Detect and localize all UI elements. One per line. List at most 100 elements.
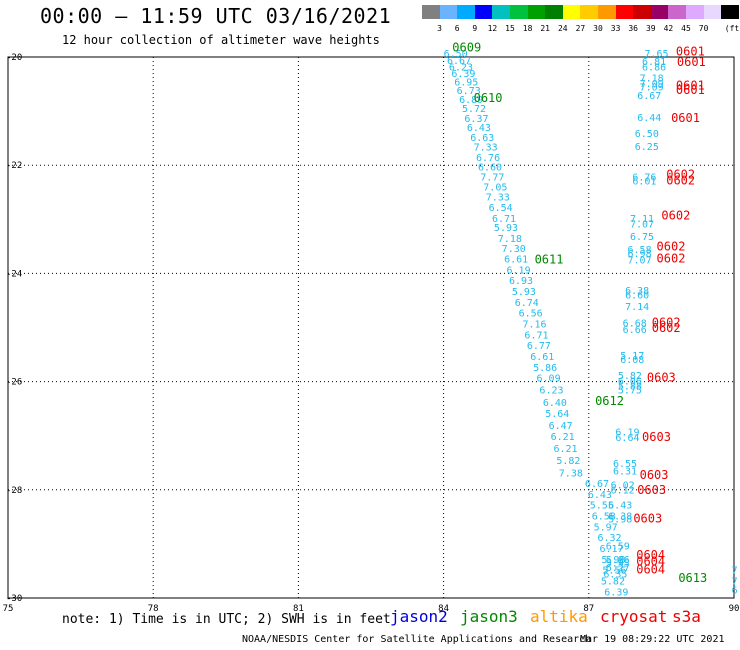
- wave-height-value: 6.98: [628, 249, 652, 260]
- wave-height-value: 6.50: [635, 129, 659, 140]
- wave-height-value: 6.50: [444, 49, 468, 60]
- pass-time-label: 0610: [474, 91, 503, 105]
- wave-height-value: 6.23: [539, 386, 563, 397]
- sat-label-cryosat: cryosat: [600, 607, 668, 626]
- sat-label-altika: altika: [530, 607, 588, 626]
- wave-height-value: 6.02: [611, 481, 635, 492]
- wave-height-value: 6.86: [642, 63, 666, 74]
- pass-time-label: 0601: [676, 83, 705, 97]
- pass-time-label: 0611: [535, 253, 564, 267]
- wave-height-value: 6.37: [464, 114, 488, 125]
- pass-time-label: 0601: [677, 55, 706, 69]
- wave-height-value: 6.43: [588, 490, 612, 501]
- wave-height-value: 6.63: [470, 133, 494, 144]
- x-tick-label: 81: [293, 604, 304, 614]
- wave-height-value: 7: [732, 576, 738, 587]
- wave-height-value: 6.17: [599, 544, 623, 555]
- wave-height-value: 7.05: [483, 183, 507, 194]
- scale-label: 33: [610, 24, 621, 33]
- wave-height-value: 6.67: [585, 479, 609, 490]
- x-tick-label: 87: [583, 604, 594, 614]
- scale-swatch: [598, 5, 616, 19]
- pass-time-label: 0609: [452, 41, 481, 55]
- wave-height-value: 6.74: [515, 298, 539, 309]
- wave-height-value: 7.11: [630, 214, 654, 225]
- wave-height-value: 6.19: [507, 265, 531, 276]
- scale-label: 36: [628, 24, 638, 33]
- wave-height-value: 7.65: [644, 49, 668, 60]
- scale-label: 18: [522, 24, 533, 33]
- wave-height-value: 6.38: [608, 512, 632, 523]
- scale-swatch: [545, 5, 563, 19]
- wave-height-value: 5.95: [606, 559, 630, 570]
- wave-height-value: 6.25: [635, 142, 659, 153]
- scale-swatch: [422, 5, 440, 19]
- pass-time-label: 0603: [647, 371, 676, 385]
- wave-height-value: 6.66: [623, 325, 647, 336]
- wave-height-value: 6.40: [543, 398, 567, 409]
- wave-height-value: 5.86: [606, 555, 630, 566]
- scale-swatch: [474, 5, 493, 19]
- sat-label-s3a: s3a: [672, 607, 701, 626]
- scale-label: 24: [557, 24, 568, 33]
- wave-height-value: 6.01: [632, 177, 656, 188]
- pass-time-label: 0601: [671, 111, 700, 125]
- scale-swatch: [633, 5, 651, 19]
- wave-height-value: 6.67: [447, 56, 471, 67]
- x-tick-label: 75: [3, 604, 14, 614]
- scale-swatch: [686, 5, 704, 19]
- scale-label: 21: [540, 24, 550, 33]
- scale-label: 45: [681, 24, 691, 33]
- pass-time-label: 0603: [642, 430, 671, 444]
- wave-height-value: 5.75: [618, 386, 642, 397]
- scale-swatch: [580, 5, 598, 19]
- wave-height-value: 6.95: [454, 78, 478, 89]
- wave-height-value: 7.30: [502, 244, 526, 255]
- pass-time-label: 0604: [636, 563, 665, 577]
- pass-time-label: 0602: [657, 240, 686, 254]
- scale-swatch: [668, 5, 686, 19]
- wave-height-value: 6.43: [608, 501, 632, 512]
- wave-height-value: 7.07: [628, 256, 652, 267]
- wave-height-value: 5.88: [618, 382, 642, 393]
- pass-time-label: 0602: [666, 168, 695, 182]
- pass-time-label: 0601: [676, 44, 705, 58]
- x-tick-label: 78: [148, 604, 159, 614]
- wave-height-value: 6.60: [478, 163, 502, 174]
- scale-unit: (ft): [724, 24, 740, 33]
- credit-line: NOAA/NESDIS Center for Satellite Applica…: [242, 634, 592, 645]
- wave-height-value: 5.93: [494, 223, 518, 234]
- wave-height-value: 6.21: [551, 432, 575, 443]
- wave-height-value: 5.97: [594, 522, 618, 533]
- pass-time-label: 0602: [652, 321, 681, 335]
- wave-height-value: 6.39: [451, 69, 475, 80]
- wave-height-value: 6.71: [492, 214, 516, 225]
- wave-height-value: 6.61: [530, 352, 554, 363]
- scale-label: 15: [505, 24, 515, 33]
- wave-height-value: 6.67: [637, 91, 661, 102]
- scale-label: 6: [454, 24, 460, 33]
- wave-height-value: 6.31: [613, 467, 637, 478]
- scale-swatch: [703, 5, 722, 19]
- wave-height-value: 7.33: [474, 143, 498, 154]
- y-tick-label: -20: [6, 53, 22, 63]
- x-tick-label: 90: [729, 604, 740, 614]
- scale-swatch: [650, 5, 669, 19]
- wave-height-value: 5.17: [620, 351, 644, 362]
- scale-label: 39: [645, 24, 656, 33]
- y-tick-label: -26: [6, 378, 22, 388]
- wave-height-value: 7.14: [625, 302, 649, 313]
- wave-height-value: 6.08: [620, 355, 644, 366]
- wave-height-value: 6.09: [537, 374, 561, 385]
- wave-height-value: 5.72: [462, 104, 486, 115]
- wave-height-value: 7.33: [486, 192, 510, 203]
- scale-label: 27: [575, 24, 586, 33]
- wave-height-value: 5.64: [545, 409, 569, 420]
- pass-time-label: 0604: [636, 548, 665, 562]
- wave-height-value: 6.38: [625, 286, 649, 297]
- sat-label-jason2: jason2: [390, 607, 448, 626]
- wave-height-value: 6.19: [615, 428, 639, 439]
- timestamp: Mar 19 08:29:22 UTC 2021: [580, 634, 725, 645]
- map-frame: [7, 56, 735, 599]
